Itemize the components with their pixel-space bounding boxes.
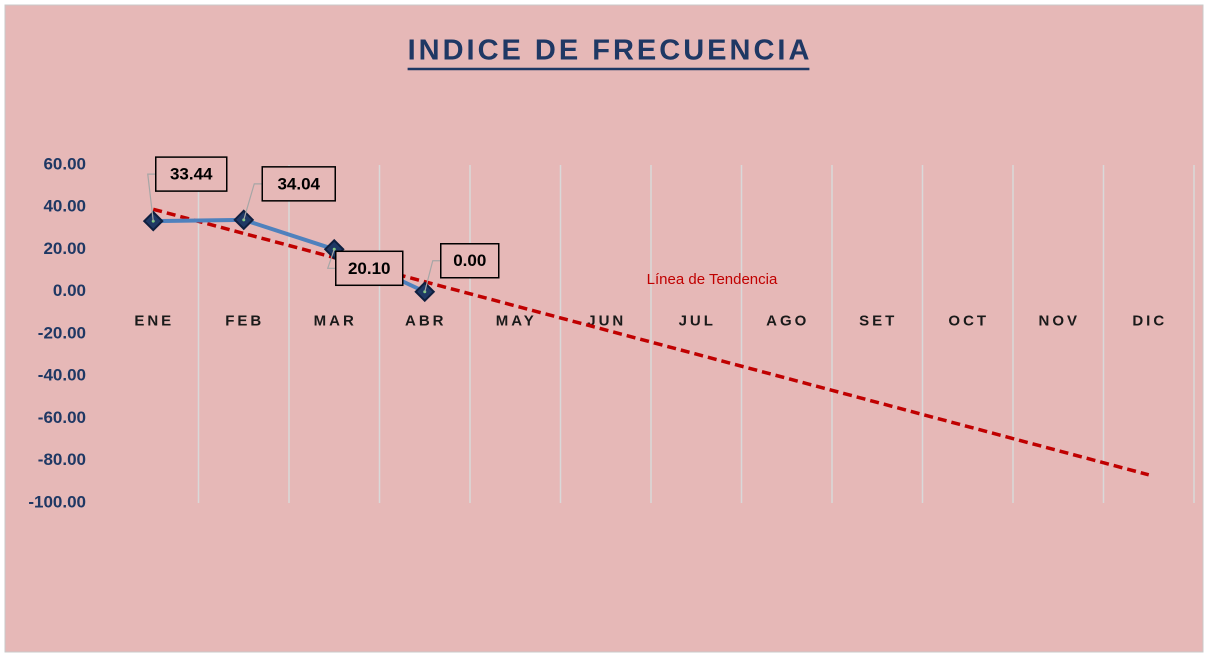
leader-line xyxy=(147,173,156,222)
leader-line xyxy=(243,183,263,221)
x-tick-label: MAY xyxy=(496,313,537,330)
x-tick-label: JUL xyxy=(679,313,716,330)
data-label-box xyxy=(155,156,228,192)
x-tick-label: DIC xyxy=(1132,313,1167,330)
leader-line xyxy=(326,249,336,269)
y-tick-label: -40.00 xyxy=(38,366,86,385)
data-label: 20.10 xyxy=(348,259,391,278)
trend-label: Línea de Tendencia xyxy=(647,271,778,288)
y-tick-label: -100.00 xyxy=(28,492,86,511)
x-tick-label: ABR xyxy=(405,313,447,330)
x-tick-label: NOV xyxy=(1038,313,1080,330)
x-tick-label: FEB xyxy=(225,313,264,330)
x-tick-label: ENE xyxy=(134,313,174,330)
data-label-box xyxy=(440,243,500,279)
x-tick-label: SET xyxy=(859,313,897,330)
chart-title: INDICE DE FRECUENCIA xyxy=(408,35,813,67)
data-label: 34.04 xyxy=(277,174,320,193)
y-tick-label: 60.00 xyxy=(43,154,86,173)
y-tick-label: -80.00 xyxy=(38,450,86,469)
y-tick-label: 20.00 xyxy=(43,239,86,258)
trend-line xyxy=(152,207,1150,477)
data-label: 33.44 xyxy=(170,165,213,184)
y-tick-label: -20.00 xyxy=(38,323,86,342)
x-tick-label: AGO xyxy=(766,313,809,330)
x-tick-label: MAR xyxy=(314,313,357,330)
data-label: 0.00 xyxy=(453,251,486,270)
x-tick-label: JUN xyxy=(587,313,626,330)
y-tick-label: -60.00 xyxy=(38,408,86,427)
y-tick-label: 40.00 xyxy=(43,197,86,216)
data-label-box xyxy=(261,166,336,202)
x-tick-label: OCT xyxy=(948,313,989,330)
y-tick-label: 0.00 xyxy=(53,281,86,300)
leader-line xyxy=(424,260,441,292)
data-label-box xyxy=(335,250,404,287)
